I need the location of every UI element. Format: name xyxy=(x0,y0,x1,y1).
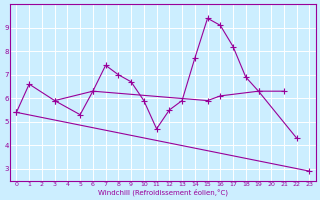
X-axis label: Windchill (Refroidissement éolien,°C): Windchill (Refroidissement éolien,°C) xyxy=(98,188,228,196)
